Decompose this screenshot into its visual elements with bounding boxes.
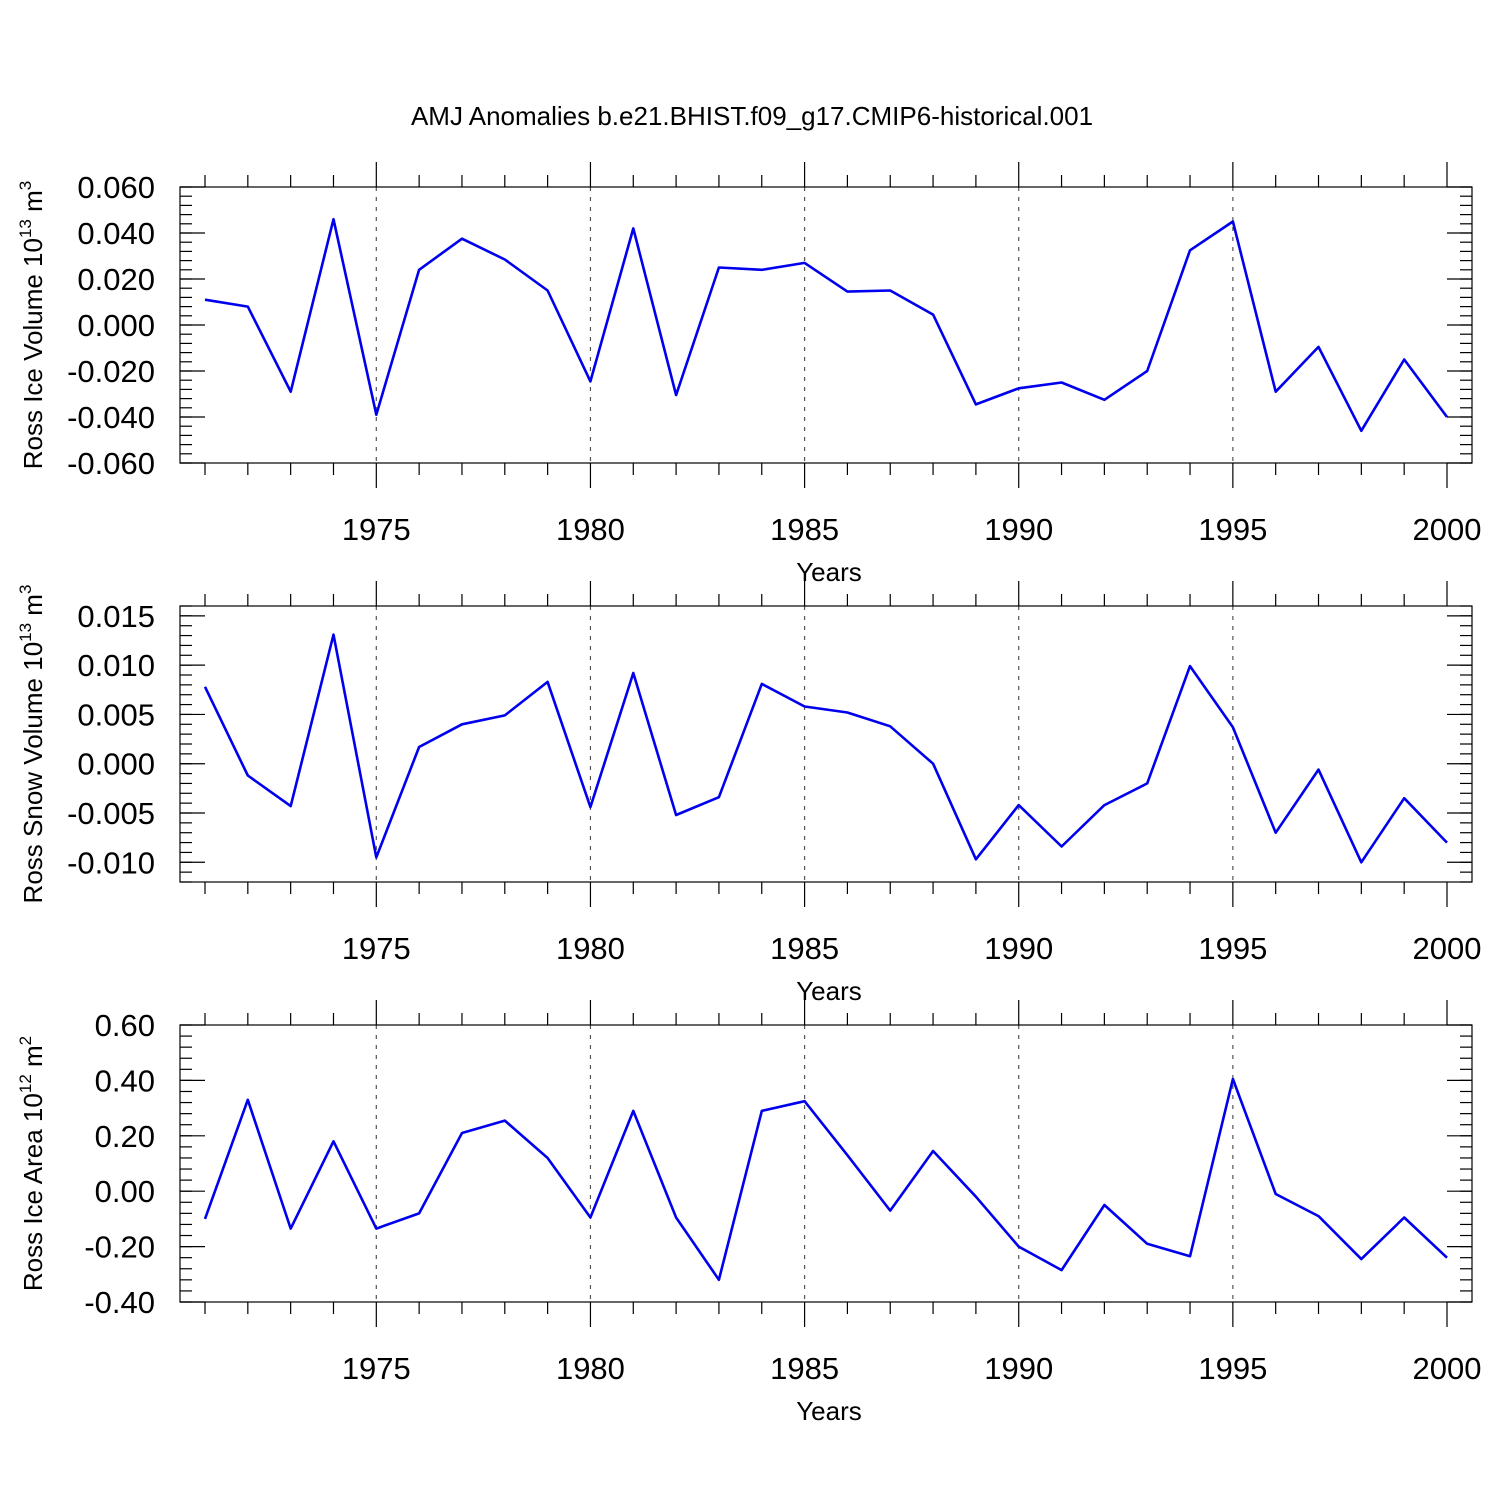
x-tick-label: 1985 bbox=[770, 1351, 839, 1386]
plot-frame bbox=[179, 186, 1473, 464]
y-tick-label: 0.000 bbox=[77, 747, 155, 782]
panels: -0.060 -0.040 -0.020 0.000 0.020 0.040 0.060 19… bbox=[16, 162, 1481, 1426]
chart-panel-1: -0.060 -0.040 -0.020 0.000 0.020 0.040 0.060 19… bbox=[16, 162, 1481, 587]
plot-frame bbox=[179, 1024, 1473, 1303]
x-tick-label: 1975 bbox=[342, 931, 411, 966]
y-axis-label: Ross Ice Area 1012 m2 bbox=[16, 1036, 48, 1291]
x-tick-label: 1995 bbox=[1198, 512, 1267, 547]
y-axis-label: Ross Ice Volume 1013 m3 bbox=[16, 181, 48, 470]
figure-title: AMJ Anomalies b.e21.BHIST.f09_g17.CMIP6-… bbox=[411, 101, 1093, 131]
x-axis-label: Years bbox=[796, 1396, 862, 1426]
y-tick-label: -0.040 bbox=[67, 400, 155, 435]
x-tick-label: 1980 bbox=[556, 512, 625, 547]
x-tick-label: 2000 bbox=[1413, 1351, 1482, 1386]
y-tick-label: 0.040 bbox=[77, 216, 155, 251]
x-tick-label: 1980 bbox=[556, 931, 625, 966]
x-tick-label: 2000 bbox=[1413, 931, 1482, 966]
x-tick-label: 2000 bbox=[1413, 512, 1482, 547]
x-tick-label: 1990 bbox=[984, 931, 1053, 966]
y-tick-label: 0.60 bbox=[95, 1008, 155, 1043]
y-tick-label: 0.000 bbox=[77, 308, 155, 343]
y-tick-label: -0.060 bbox=[67, 446, 155, 481]
data-series-line bbox=[203, 1077, 1448, 1282]
y-tick-label: 0.060 bbox=[77, 170, 155, 205]
x-tick-label: 1990 bbox=[984, 512, 1053, 547]
data-series-line bbox=[203, 633, 1448, 864]
y-tick-label: 0.20 bbox=[95, 1119, 155, 1154]
y-tick-label: -0.005 bbox=[67, 796, 155, 831]
x-tick-label: 1985 bbox=[770, 512, 839, 547]
y-tick-label: -0.020 bbox=[67, 354, 155, 389]
data-series-line bbox=[204, 217, 1449, 433]
x-tick-label: 1995 bbox=[1198, 1351, 1267, 1386]
y-tick-label: 0.005 bbox=[77, 697, 155, 732]
y-tick-label: -0.010 bbox=[67, 845, 155, 880]
y-tick-label: 0.00 bbox=[95, 1174, 155, 1209]
x-tick-label: 1975 bbox=[342, 1351, 411, 1386]
y-tick-label: 0.015 bbox=[77, 599, 155, 634]
x-tick-label: 1995 bbox=[1198, 931, 1267, 966]
y-tick-label: -0.40 bbox=[84, 1285, 155, 1320]
chart-panel-3: -0.40 -0.20 0.00 0.20 0.40 0.60 1975 1980 1985 19… bbox=[16, 1000, 1481, 1426]
y-tick-label: 0.010 bbox=[77, 648, 155, 683]
chart-panel-2: -0.010 -0.005 0.000 0.005 0.010 0.015 1975 1980… bbox=[16, 581, 1481, 1006]
y-tick-label: 0.020 bbox=[77, 262, 155, 297]
x-tick-label: 1975 bbox=[342, 512, 411, 547]
y-tick-label: -0.20 bbox=[84, 1230, 155, 1265]
x-tick-label: 1980 bbox=[556, 1351, 625, 1386]
x-axis-label: Years bbox=[796, 557, 862, 587]
y-axis-label: Ross Snow Volume 1013 m3 bbox=[16, 585, 48, 904]
x-tick-label: 1985 bbox=[770, 931, 839, 966]
y-tick-label: 0.40 bbox=[95, 1063, 155, 1098]
x-tick-label: 1990 bbox=[984, 1351, 1053, 1386]
x-axis-label: Years bbox=[796, 976, 862, 1006]
